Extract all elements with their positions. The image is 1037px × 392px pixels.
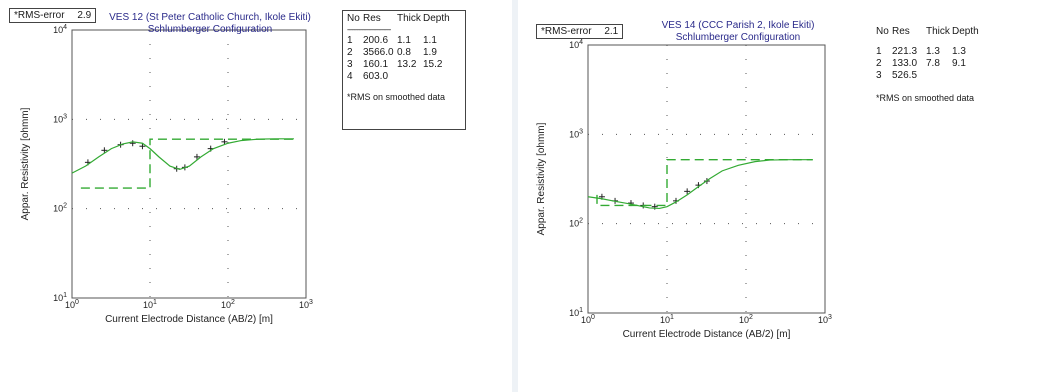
header-depth: Depth [952,26,979,37]
field-points [84,138,228,172]
layer-model-line [596,159,813,207]
x-tick-label: 101 [660,314,674,325]
rms-value: 2.9 [77,10,92,21]
layer-table-header: No Res Thick Depth [347,13,461,25]
header-thick: Thick [397,13,421,24]
header-no: No [876,26,889,37]
header-no: No [347,13,360,24]
header-thick: Thick [926,26,950,37]
rms-label: *RMS-error [541,26,592,37]
chart-title: VES 14 (CCC Parish 2, Ikole Ekiti) [662,20,815,31]
y-tick-label: 101 [569,307,583,318]
field-data-point [193,153,200,160]
calculated-curve [71,138,294,174]
layer-model-line [80,138,294,189]
layer-table-spacer [876,38,1006,46]
rms-box: *RMS-error 2.9 [9,8,97,23]
plot-frame [587,44,826,314]
field-data-point [101,147,108,154]
ves14-panel: 100 101 102 103 101 102 103 104 Current Electrod… [518,0,1037,392]
layer-row: 2 3566.0 0.8 1.9 [347,47,437,58]
y-axis-label: Appar. Resistivity [ohmm] [20,107,31,220]
layer-table: No Res Thick Depth 1 221.3 1.3 1.3 2 133.0 7.8 9.… [874,24,1008,106]
header-res: Res [892,26,910,37]
x-tick-label: 102 [221,299,235,310]
layer-row: 1 200.6 1.1 1.1 [347,35,437,46]
y-axis-label: Appar. Resistivity [ohmm] [536,122,547,235]
y-tick-label: 104 [53,24,67,35]
rms-box: *RMS-error 2.1 [536,24,624,39]
y-tick-label: 103 [569,128,583,139]
y-tick-label: 104 [569,39,583,50]
layer-row: 3 526.5 [876,70,918,81]
x-tick-label: 101 [143,299,157,310]
field-data-point [221,138,228,145]
y-tick-label: 101 [53,292,67,303]
layer-row: 3 160.1 13.2 15.2 [347,59,443,70]
layer-table-separator: -------------------------- [347,25,391,34]
y-tick-label: 102 [53,203,67,214]
y-tick-label: 103 [53,113,67,124]
calculated-curve [587,159,813,210]
x-axis-label: Current Electrode Distance (AB/2) [m] [105,314,273,325]
chart-subtitle: Schlumberger Configuration [148,24,273,35]
field-data-point [139,143,146,150]
layer-row: 1 221.3 1.3 1.3 [876,46,966,57]
layer-row: 4 603.0 [347,71,389,82]
ves12-panel: 100 101 102 103 101 102 103 104 Current Electrod… [0,0,512,392]
field-data-point [129,140,136,147]
header-res: Res [363,13,381,24]
header-depth: Depth [423,13,450,24]
x-axis-label: Current Electrode Distance (AB/2) [m] [623,329,791,340]
chart-title: VES 12 (St Peter Catholic Church, Ikole … [109,12,311,23]
x-tick-label: 103 [299,299,313,310]
rms-note: *RMS on smoothed data [876,93,975,103]
x-tick-label: 100 [65,299,79,310]
x-tick-label: 103 [818,314,832,325]
rms-note: *RMS on smoothed data [347,92,446,102]
grid [72,30,306,298]
panel-divider [512,0,518,392]
layer-table: No Res Thick Depth ------------------------… [342,10,466,130]
layer-table-header: No Res Thick Depth [876,26,1006,38]
y-tick-label: 102 [569,218,583,229]
layer-row: 2 133.0 7.8 9.1 [876,58,966,69]
field-data-point [684,188,691,195]
chart-subtitle: Schlumberger Configuration [676,32,801,43]
x-tick-label: 102 [739,314,753,325]
rms-value: 2.1 [604,26,619,37]
rms-label: *RMS-error [14,10,65,21]
x-tick-label: 100 [581,314,595,325]
plot-frame [71,29,307,299]
